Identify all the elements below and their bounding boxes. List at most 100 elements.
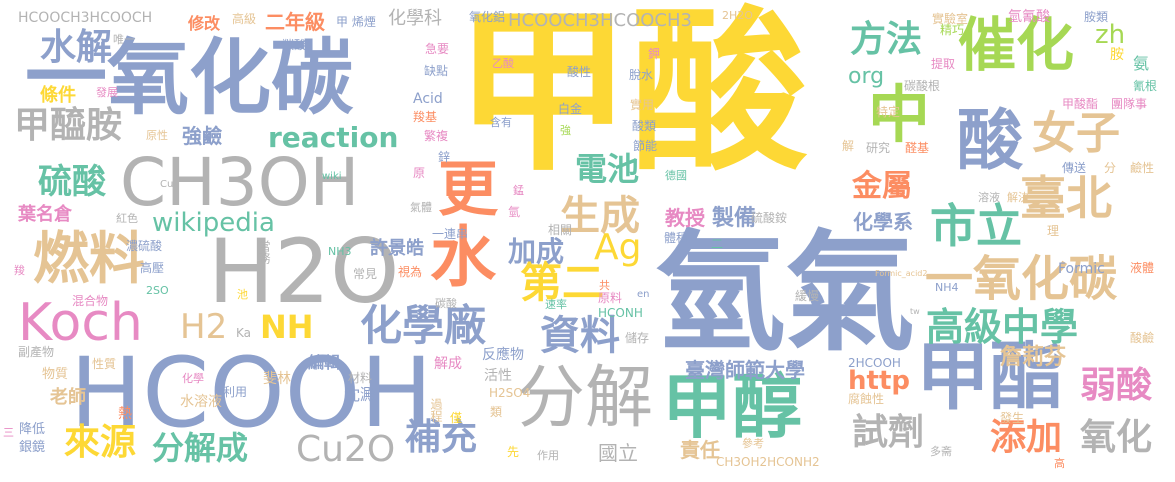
word-develop: 發展 bbox=[96, 86, 118, 99]
word-prepare: 製備 bbox=[712, 206, 757, 231]
word-strong-base: 強鹼 bbox=[182, 124, 222, 148]
word-lab: 實驗室 bbox=[932, 12, 969, 26]
word-high: 高 bbox=[1054, 457, 1065, 470]
word-sulfuric: 硫酸 bbox=[38, 162, 106, 202]
word-decompose-into: 分解成 bbox=[152, 429, 249, 467]
word-teacher: 老師 bbox=[50, 387, 86, 408]
word-regard-as: 視為 bbox=[398, 265, 423, 279]
word-first: 先 bbox=[507, 445, 520, 459]
word-two: 二 bbox=[711, 237, 724, 251]
word-research: 研究 bbox=[866, 141, 891, 155]
word-reagent: 試劑 bbox=[852, 412, 925, 453]
word-carboxyl: 羧基 bbox=[413, 110, 438, 124]
word-senior-short: 高級 bbox=[232, 12, 257, 26]
word-acidic: 酸性 bbox=[567, 65, 592, 79]
word-slow: 緩慢 bbox=[795, 289, 820, 303]
word-raw-material: 原料 bbox=[598, 291, 623, 305]
word-amines: 胺類 bbox=[1084, 10, 1109, 24]
word-oxidize: 氧化 bbox=[1080, 417, 1153, 458]
word-org: org bbox=[848, 64, 885, 89]
word-current-task: 當務 bbox=[257, 240, 271, 264]
word-professor: 教授 bbox=[665, 206, 705, 230]
word-heat: 熱 bbox=[118, 406, 132, 422]
word-ammonium-sulfate: 硫酸銨 bbox=[751, 211, 788, 225]
word-formamide: 甲醯胺 bbox=[14, 105, 123, 146]
word-koch: Koch bbox=[18, 293, 143, 353]
word-silver-mirror: 銀鏡 bbox=[19, 440, 46, 455]
word-amine: 胺 bbox=[1110, 47, 1124, 63]
word-corrosive: 腐蝕性 bbox=[848, 392, 885, 406]
word-decompose-into-2: 解成 bbox=[434, 356, 462, 372]
word-reaction: reaction bbox=[268, 121, 399, 154]
word-carboxy: 羧 bbox=[14, 264, 25, 277]
word-practical: 實用 bbox=[630, 98, 655, 112]
word-methanol: 甲醇 bbox=[662, 366, 802, 448]
word-carbonic: 碳酸 bbox=[435, 297, 457, 310]
word-carbonate: 碳酸根 bbox=[904, 79, 941, 93]
word-precipitate: 沈澱 bbox=[344, 385, 377, 404]
word-aldehyde: 醛基 bbox=[905, 141, 930, 155]
word-add: 添加 bbox=[990, 417, 1063, 458]
word-chemistry: 化學 bbox=[182, 372, 204, 385]
word-solve: 解 bbox=[842, 139, 855, 153]
word-girls: 女子 bbox=[1032, 108, 1120, 159]
word-complex: 繁複 bbox=[424, 129, 449, 143]
word-h2: H2 bbox=[180, 307, 228, 347]
word-reactant: 反應物 bbox=[482, 347, 524, 363]
word-unique: 唯一 bbox=[113, 33, 135, 46]
word-national: 國立 bbox=[598, 441, 638, 465]
word-hydrogen: 氫氣 bbox=[655, 217, 916, 369]
word-type: 類 bbox=[490, 405, 503, 419]
word-pool: 池 bbox=[237, 288, 248, 301]
word-acid-base: 酸鹼 bbox=[1130, 331, 1155, 345]
word-formula-3: CH3OH2HCONH2 bbox=[716, 455, 820, 469]
word-process: 過程 bbox=[429, 398, 443, 422]
word-original: 原 bbox=[413, 166, 426, 180]
word-addition: 加成 bbox=[508, 235, 565, 268]
word-generate: 生成 bbox=[560, 193, 640, 239]
word-nh4: NH4 bbox=[935, 281, 959, 294]
word-transmit: 傳送 bbox=[1062, 161, 1087, 175]
word-ch3oh: CH3OH bbox=[120, 144, 360, 221]
word-method: 方法 bbox=[850, 19, 923, 60]
word-chem-dept: 化學系 bbox=[853, 210, 913, 234]
word-aqueous: 水溶液 bbox=[180, 394, 222, 410]
word-ka: Ka bbox=[236, 326, 252, 340]
word-hconh: HCONH bbox=[598, 306, 643, 320]
word-multi: 多斋 bbox=[930, 445, 952, 458]
word-middle: 中 bbox=[868, 78, 931, 151]
word-2so: 2SO bbox=[146, 284, 169, 297]
word-material: 材料 bbox=[348, 371, 373, 385]
word-carbon-monoxide-2: 一氧化碳 bbox=[925, 251, 1118, 307]
word-use: 利用 bbox=[223, 385, 248, 399]
word-ye: 葉名倉 bbox=[18, 204, 72, 225]
word-senior-high: 高級中學 bbox=[926, 305, 1079, 349]
word-energy-saving: 節能 bbox=[633, 139, 658, 153]
word-hcooh: HCOOH bbox=[70, 337, 433, 449]
word-reducing: 原性 bbox=[146, 129, 168, 142]
word-drawback: 缺點 bbox=[424, 64, 449, 78]
word-acids: 酸類 bbox=[632, 119, 657, 133]
word-contain: 含有 bbox=[490, 116, 512, 129]
word-municipal: 市立 bbox=[930, 199, 1022, 253]
word-occur: 發生 bbox=[1000, 411, 1025, 425]
word-cyanide: 氰根 bbox=[1133, 79, 1158, 93]
word-carbon-monoxide: 一氧化碳 bbox=[25, 31, 354, 126]
word-nh3: NH3 bbox=[328, 245, 352, 258]
word-byproduct: 副產物 bbox=[18, 345, 55, 359]
word-only: 僅 bbox=[450, 411, 463, 425]
word-reason: 理 bbox=[1047, 224, 1060, 238]
word-acid: 酸 bbox=[957, 102, 1023, 179]
word-2h2o: 2H2O bbox=[722, 9, 753, 22]
word-acetic: 乙酸 bbox=[492, 57, 514, 70]
word-liquid: 液體 bbox=[1130, 261, 1155, 275]
word-hcn: 氫氰酸 bbox=[1008, 9, 1050, 25]
word-ammonia: 氨 bbox=[1133, 54, 1150, 73]
word-volume: 體積 bbox=[664, 231, 689, 245]
word-potassium: 鉀 bbox=[648, 47, 661, 61]
word-together: 共 bbox=[599, 279, 610, 292]
word-resolve: 解決 bbox=[1007, 191, 1029, 204]
word-formic-en: Formic bbox=[1058, 261, 1105, 277]
word-taipei: 臺北 bbox=[1020, 171, 1112, 225]
word-decompose: 分解 bbox=[517, 359, 654, 438]
